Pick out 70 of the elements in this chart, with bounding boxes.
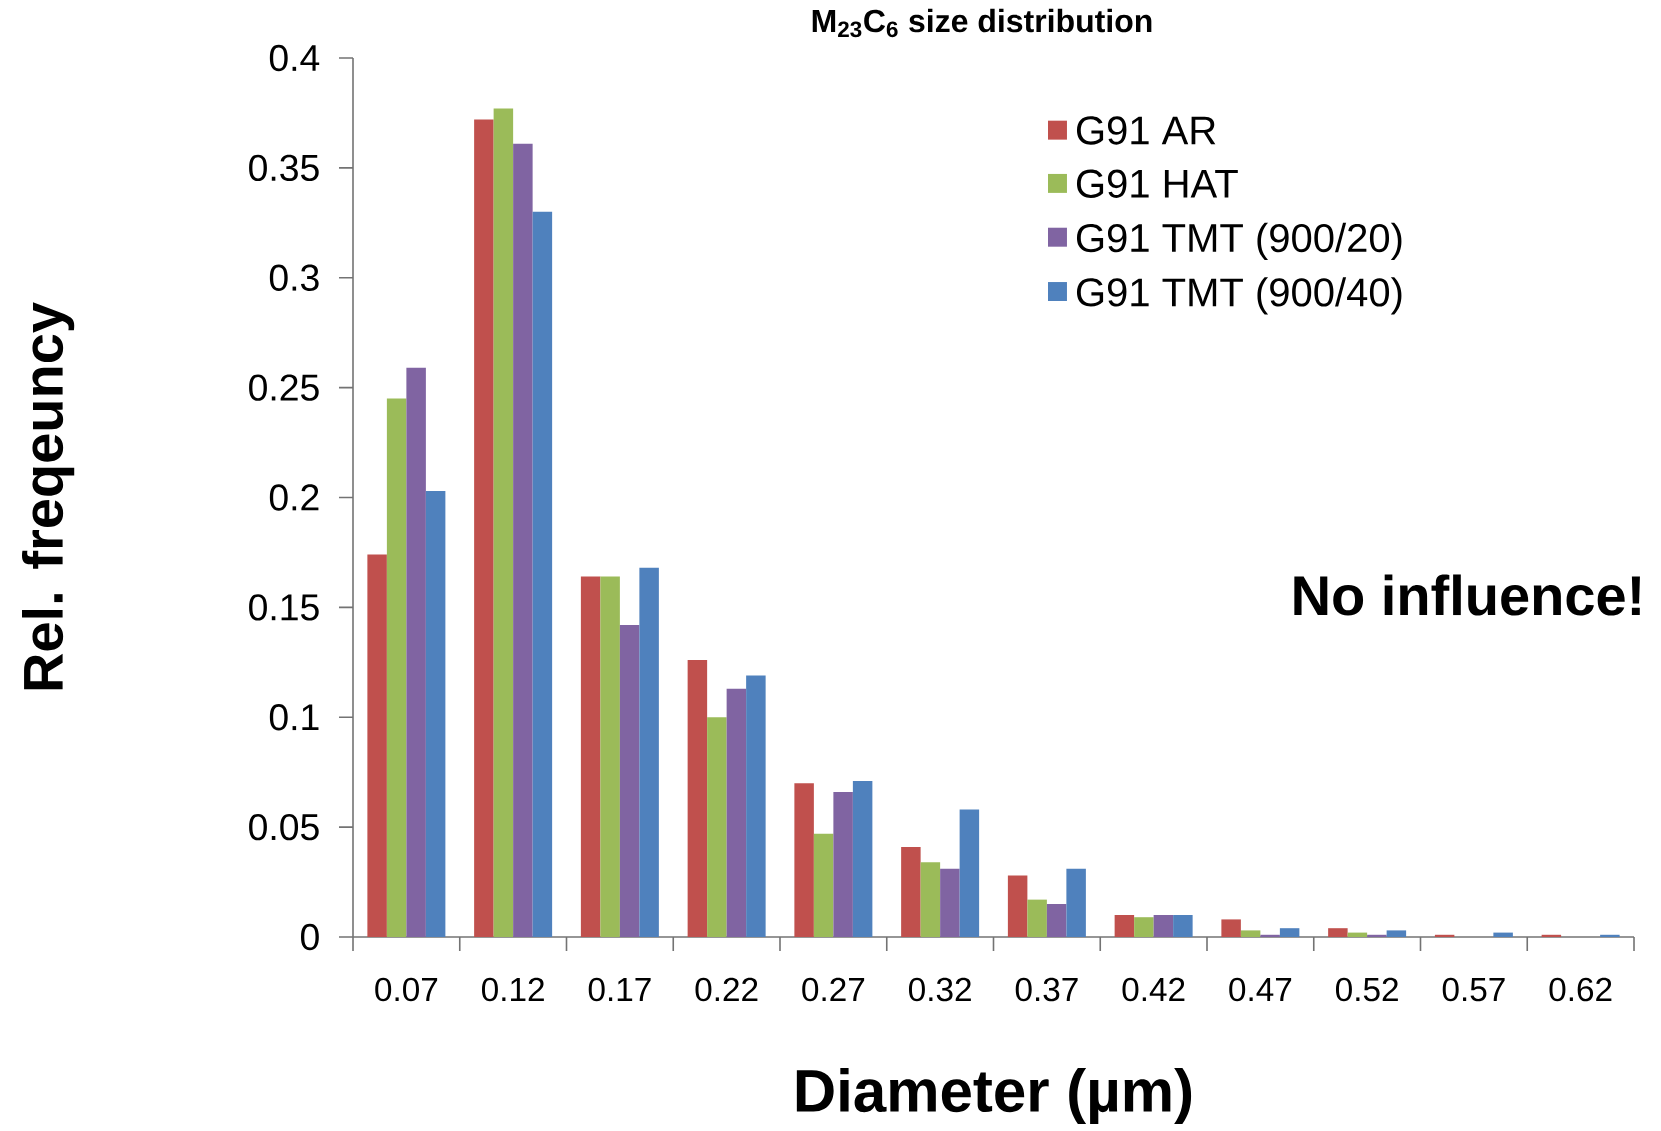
- legend-label: G91 TMT (900/40): [1076, 277, 1402, 315]
- bar: [1279, 928, 1300, 937]
- x-tick-label: 0.62: [1549, 977, 1612, 1002]
- y-tick-label: 0.1: [269, 704, 319, 731]
- y-axis-title: Rel. freqeuncy: [22, 302, 75, 690]
- y-tick-label: 0.05: [249, 813, 319, 841]
- legend-label: G91 HAT: [1076, 169, 1238, 198]
- bar: [794, 783, 814, 937]
- bar: [1114, 915, 1135, 937]
- bar: [1153, 915, 1174, 937]
- x-axis-title: Diameter (µm): [796, 1068, 1192, 1125]
- bar: [901, 846, 921, 937]
- x-tick-label: 0.22: [695, 977, 758, 1002]
- chart-title: M$_{23}$C$_{6}$ size distribution: [812, 8, 1152, 38]
- y-tick-label: 0: [300, 923, 319, 951]
- bar: [1221, 919, 1241, 937]
- x-tick-label: 0.32: [908, 977, 971, 1002]
- bar: [687, 660, 708, 937]
- bar: [580, 576, 601, 937]
- bar: [474, 119, 494, 937]
- bar: [386, 398, 407, 937]
- bar: [1066, 868, 1086, 937]
- x-tick-label: 0.42: [1122, 977, 1185, 1002]
- x-tick-label: 0.07: [375, 977, 438, 1002]
- x-tick-label: 0.47: [1229, 977, 1292, 1002]
- bar: [1600, 934, 1620, 937]
- bar: [425, 490, 446, 937]
- bar: [639, 567, 659, 937]
- bar: [1328, 928, 1348, 937]
- annotation: No influence!: [1294, 574, 1640, 616]
- bar: [833, 791, 853, 937]
- bar: [493, 108, 514, 937]
- y-tick-label: 0.35: [249, 154, 319, 182]
- x-tick-label: 0.12: [481, 977, 544, 1002]
- x-tick-label: 0.17: [588, 977, 651, 1002]
- bar: [1386, 930, 1407, 937]
- bar: [726, 688, 747, 937]
- legend-label: G91 AR: [1076, 116, 1216, 145]
- bar: [920, 862, 941, 937]
- bar: [1260, 934, 1280, 937]
- bar: [1134, 917, 1154, 937]
- bar: [707, 717, 727, 937]
- y-tick-label: 0.15: [249, 594, 319, 621]
- bar: [1493, 932, 1513, 937]
- bar: [1367, 934, 1387, 937]
- bar: [959, 809, 980, 937]
- x-tick-label: 0.57: [1442, 977, 1505, 1002]
- x-tick-label: 0.27: [802, 977, 865, 1002]
- bar: [852, 780, 873, 937]
- y-tick-label: 0.4: [269, 44, 320, 72]
- bar: [813, 833, 834, 937]
- legend-label: G91 TMT (900/20): [1076, 222, 1402, 261]
- bar: [746, 675, 766, 937]
- x-tick-label: 0.52: [1335, 977, 1398, 1002]
- bar: [1027, 899, 1047, 937]
- x-tick-label: 0.37: [1015, 977, 1078, 1002]
- bar: [600, 576, 620, 937]
- y-tick-label: 0.2: [269, 484, 319, 511]
- bar: [940, 868, 960, 937]
- bar: [1007, 875, 1028, 937]
- bar: [1240, 930, 1261, 937]
- bar: [513, 143, 533, 937]
- y-tick-label: 0.25: [249, 374, 319, 401]
- bar: [1046, 904, 1067, 937]
- y-tick-label: 0.3: [269, 264, 319, 291]
- bar: [1173, 915, 1193, 937]
- bar: [367, 554, 387, 937]
- bar: [619, 624, 640, 937]
- bar: [406, 367, 426, 937]
- bar: [532, 211, 553, 937]
